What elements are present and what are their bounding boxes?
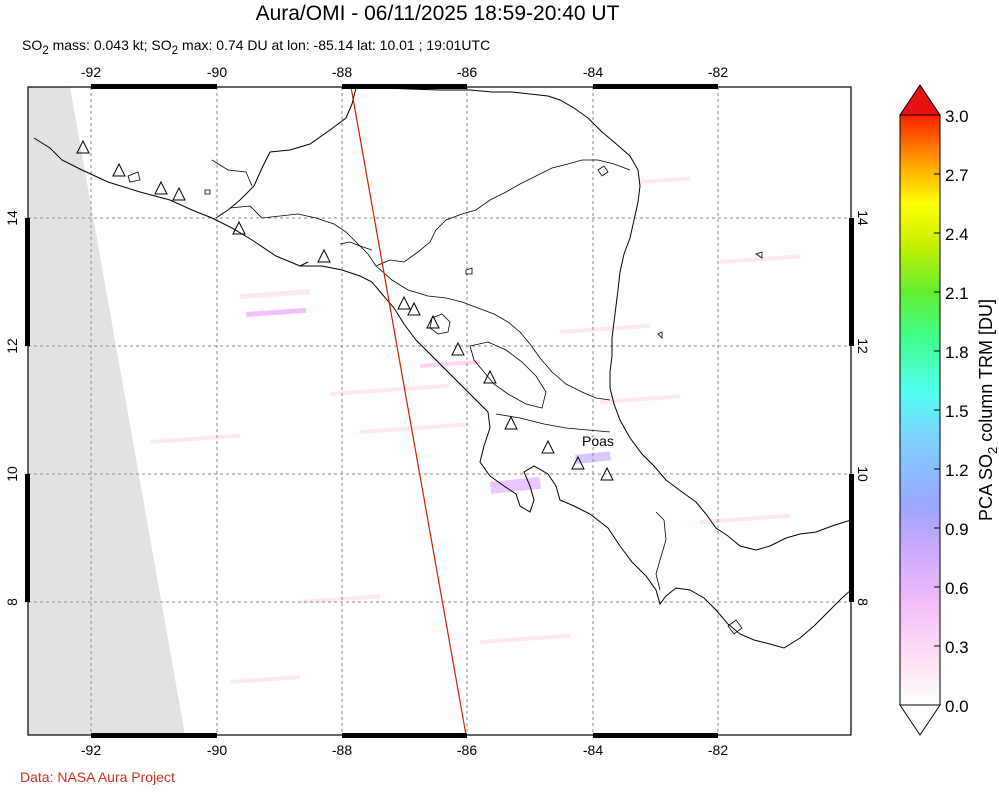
svg-text:-82: -82 bbox=[708, 742, 728, 758]
svg-text:-90: -90 bbox=[207, 742, 227, 758]
volcano-marker bbox=[397, 295, 411, 310]
orbit-track bbox=[350, 87, 467, 735]
so2-streaks bbox=[150, 176, 801, 684]
svg-text:1.2: 1.2 bbox=[945, 461, 969, 480]
svg-text:1.5: 1.5 bbox=[945, 402, 969, 421]
svg-text:-86: -86 bbox=[457, 742, 477, 758]
svg-text:2.4: 2.4 bbox=[945, 225, 969, 244]
volcano-marker bbox=[483, 369, 497, 384]
svg-text:-88: -88 bbox=[332, 64, 352, 80]
coastline bbox=[33, 87, 851, 649]
country-borders bbox=[211, 159, 667, 591]
volcano-marker bbox=[571, 455, 585, 470]
svg-text:14: 14 bbox=[4, 210, 20, 226]
svg-text:0.9: 0.9 bbox=[945, 520, 969, 539]
volcano-marker bbox=[76, 139, 90, 154]
svg-text:-88: -88 bbox=[332, 742, 352, 758]
colorbar-gradient bbox=[899, 114, 941, 706]
colorbar-label: PCA SO2 column TRM [DU] bbox=[976, 299, 999, 521]
colorbar: 3.0 2.7 2.4 2.1 1.8 1.5 1.2 0.9 0.6 0.3 … bbox=[899, 84, 999, 736]
colorbar-bottom-arrow bbox=[899, 704, 941, 736]
volcano-marker bbox=[317, 248, 331, 263]
islands bbox=[127, 165, 763, 635]
volcano-marker bbox=[451, 341, 465, 356]
subtitle: SO2 mass: 0.043 kt; SO2 max: 0.74 DU at … bbox=[22, 37, 491, 57]
volcano-marker bbox=[541, 439, 555, 454]
volcano-marker bbox=[172, 186, 186, 201]
svg-text:0.0: 0.0 bbox=[945, 697, 969, 716]
colorbar-ticks bbox=[934, 114, 940, 706]
volcano-markers bbox=[76, 139, 614, 481]
lat-labels-left: 14 12 10 8 bbox=[4, 210, 20, 606]
volcano-marker bbox=[154, 180, 168, 195]
svg-text:-92: -92 bbox=[81, 64, 101, 80]
page-title: Aura/OMI - 06/11/2025 18:59-20:40 UT bbox=[255, 2, 620, 25]
svg-text:-86: -86 bbox=[457, 64, 477, 80]
axis-bars bbox=[25, 84, 854, 738]
svg-text:8: 8 bbox=[4, 598, 20, 606]
svg-text:10: 10 bbox=[855, 466, 871, 482]
colorbar-top-arrow bbox=[899, 84, 941, 116]
svg-text:1.8: 1.8 bbox=[945, 343, 969, 362]
svg-text:2.1: 2.1 bbox=[945, 284, 969, 303]
svg-text:-82: -82 bbox=[708, 64, 728, 80]
volcano-marker bbox=[232, 220, 246, 235]
svg-text:10: 10 bbox=[4, 466, 20, 482]
colorbar-tick-labels: 3.0 2.7 2.4 2.1 1.8 1.5 1.2 0.9 0.6 0.3 … bbox=[945, 107, 969, 716]
lon-labels-bottom: -92 -90 -88 -86 -84 -82 bbox=[81, 742, 728, 758]
svg-text:2.7: 2.7 bbox=[945, 166, 969, 185]
svg-text:14: 14 bbox=[855, 210, 871, 226]
svg-text:0.6: 0.6 bbox=[945, 579, 969, 598]
volcano-label-poas: Poas bbox=[582, 433, 614, 449]
data-credit: Data: NASA Aura Project bbox=[20, 769, 175, 785]
lat-labels-right: 14 12 10 8 bbox=[855, 210, 871, 606]
svg-text:3.0: 3.0 bbox=[945, 107, 969, 126]
svg-text:8: 8 bbox=[855, 598, 871, 606]
volcano-marker bbox=[112, 162, 126, 177]
svg-text:12: 12 bbox=[4, 338, 20, 354]
volcano-marker bbox=[600, 466, 614, 481]
svg-text:12: 12 bbox=[855, 338, 871, 354]
volcano-marker bbox=[426, 314, 440, 329]
svg-text:-84: -84 bbox=[583, 742, 603, 758]
lon-labels-top: -92 -90 -88 -86 -84 -82 bbox=[81, 64, 728, 80]
svg-text:-84: -84 bbox=[583, 64, 603, 80]
svg-text:-92: -92 bbox=[81, 742, 101, 758]
volcano-marker bbox=[504, 415, 518, 430]
graticule bbox=[28, 87, 851, 735]
svg-text:0.3: 0.3 bbox=[945, 638, 969, 657]
svg-text:-90: -90 bbox=[207, 64, 227, 80]
no-data-swath bbox=[28, 87, 185, 735]
volcano-marker bbox=[407, 301, 421, 316]
